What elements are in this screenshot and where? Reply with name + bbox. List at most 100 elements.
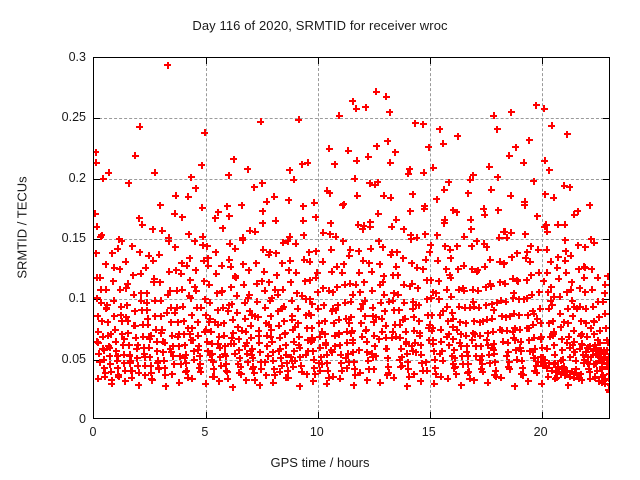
data-point-marker (485, 351, 493, 359)
data-point-marker (318, 360, 326, 368)
data-point-marker (369, 304, 377, 312)
data-point-marker (214, 321, 222, 329)
data-point-marker (584, 359, 591, 367)
data-point-marker (245, 291, 253, 298)
data-point-marker (598, 379, 606, 387)
data-point-marker (323, 187, 331, 195)
data-point-marker (464, 369, 472, 377)
data-point-marker (270, 193, 278, 201)
data-point-marker (306, 258, 314, 266)
data-point-marker (567, 286, 575, 294)
data-point-marker (420, 205, 428, 213)
data-point-marker (329, 288, 337, 296)
data-point-marker (178, 259, 185, 267)
data-point-marker (578, 341, 586, 349)
data-point-marker (370, 332, 378, 340)
data-point-marker (524, 311, 532, 319)
data-point-marker (449, 206, 457, 214)
data-point-marker (484, 379, 492, 387)
data-point-marker (591, 341, 599, 349)
data-point-marker (459, 360, 467, 368)
data-point-marker (544, 373, 552, 381)
data-point-marker (392, 263, 400, 271)
data-point-marker (155, 364, 163, 372)
data-point-marker (324, 367, 332, 375)
data-point-marker (516, 326, 524, 333)
data-point-marker (360, 278, 368, 286)
data-point-marker (276, 368, 284, 376)
data-point-marker (395, 306, 403, 314)
data-point-marker (402, 338, 410, 346)
data-point-marker (143, 299, 151, 307)
data-point-marker (302, 311, 310, 319)
data-point-marker (112, 347, 120, 355)
data-point-marker (503, 352, 511, 360)
data-point-marker (388, 248, 396, 256)
data-point-marker (339, 201, 347, 209)
data-point-marker (222, 367, 230, 375)
data-point-marker (390, 306, 398, 314)
data-point-marker (383, 371, 391, 379)
data-point-marker (383, 345, 391, 353)
data-point-marker (364, 357, 372, 365)
data-point-marker (490, 350, 498, 358)
data-point-marker (159, 338, 167, 346)
data-point-marker (236, 354, 244, 362)
data-point-marker (417, 351, 425, 359)
data-point-marker (394, 271, 402, 279)
data-point-marker (371, 342, 379, 350)
data-point-marker (601, 310, 609, 318)
data-point-marker (355, 269, 363, 277)
data-point-marker (157, 329, 165, 337)
data-point-marker (525, 324, 533, 332)
data-point-marker (436, 311, 444, 319)
data-point-marker (153, 338, 161, 346)
data-point-marker (436, 125, 444, 133)
gridline-vertical (317, 58, 319, 418)
data-point-marker (408, 280, 416, 288)
data-point-marker (216, 344, 224, 352)
y-tick-mark (94, 239, 100, 240)
x-tick-mark (541, 58, 543, 64)
data-point-marker (420, 169, 428, 177)
y-tick-mark (94, 178, 100, 180)
data-point-marker (335, 316, 343, 324)
data-point-marker (166, 287, 174, 295)
data-point-marker (215, 333, 223, 341)
data-point-marker (517, 370, 525, 378)
data-point-marker (455, 286, 463, 294)
data-point-marker (371, 181, 379, 189)
data-point-marker (376, 281, 384, 289)
data-point-marker (340, 200, 348, 208)
data-point-marker (509, 328, 517, 336)
data-point-marker (603, 359, 609, 367)
data-point-marker (94, 148, 100, 156)
data-point-marker (558, 346, 566, 354)
data-point-marker (338, 269, 346, 277)
data-point-marker (592, 344, 600, 352)
data-point-marker (592, 359, 600, 367)
data-point-marker (173, 287, 181, 295)
data-point-marker (149, 257, 157, 265)
data-point-marker (381, 307, 389, 315)
y-tick-label: 0 (79, 412, 86, 426)
data-point-marker (141, 362, 149, 370)
data-point-marker (372, 352, 380, 360)
data-point-marker (299, 217, 307, 225)
data-point-marker (320, 301, 328, 309)
data-point-marker (122, 313, 130, 321)
data-point-marker (605, 386, 609, 394)
data-point-marker (154, 357, 162, 365)
data-point-marker (351, 365, 359, 373)
data-point-marker (191, 283, 199, 291)
data-point-marker (180, 330, 188, 338)
data-point-marker (400, 299, 408, 307)
data-point-marker (374, 210, 382, 218)
data-point-marker (567, 252, 575, 260)
data-point-marker (214, 340, 222, 348)
data-point-marker (471, 330, 479, 338)
y-tick-label: 0.25 (61, 110, 86, 125)
data-point-marker (597, 348, 605, 356)
data-point-marker (308, 336, 316, 344)
data-point-marker (94, 274, 101, 282)
